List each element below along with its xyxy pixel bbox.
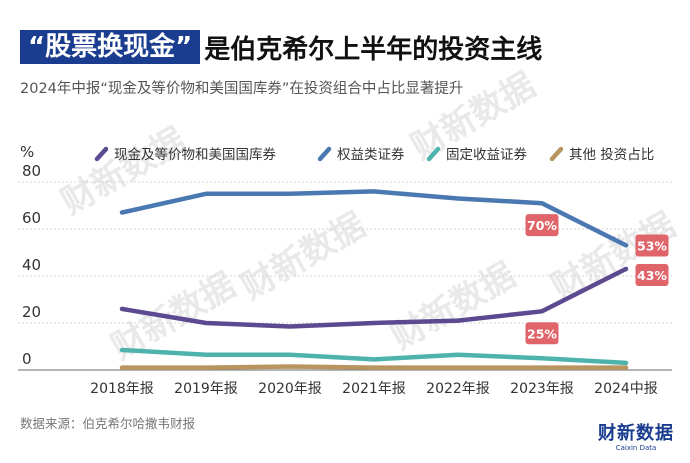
legend-swatch-2 — [426, 146, 441, 162]
title-highlight: “股票换现金” — [20, 30, 201, 64]
annotation-tag-0 — [525, 214, 559, 237]
annotation-label-3: 43% — [637, 268, 667, 283]
chart-subtitle: 2024年中报“现金及等价物和美国国库券”在投资组合中占比显著提升 — [20, 81, 464, 97]
series-line-2 — [119, 347, 629, 366]
y-tick-80: 80 — [22, 162, 41, 180]
watermark-2: 财新数据 — [235, 205, 373, 308]
x-tick-label: 2020年报 — [258, 381, 322, 397]
y-axis-unit: % — [20, 143, 34, 161]
legend-label-2: 固定收益证券 — [446, 147, 527, 163]
y-tick-60: 60 — [22, 209, 41, 227]
annotation-tag-3 — [635, 263, 669, 286]
annotation-label-1: 25% — [527, 326, 557, 341]
annotation-label-0: 70% — [527, 218, 557, 233]
series-line-3 — [119, 364, 629, 370]
x-tick-label: 2021年报 — [342, 381, 406, 397]
watermark-3: 财新数据 — [545, 205, 683, 308]
legend-label-1: 权益类证券 — [337, 146, 405, 163]
legend-swatch-1 — [317, 146, 332, 162]
y-tick-40: 40 — [22, 256, 41, 274]
annotation-tag-2 — [635, 234, 669, 257]
x-tick-label: 2023年报 — [510, 381, 574, 397]
legend-swatch-0 — [94, 146, 109, 162]
logo-subtext: Caixin Data — [615, 444, 657, 452]
x-tick-label: 2024中报 — [594, 381, 658, 397]
series-line-1 — [119, 189, 629, 248]
logo-text: 财新数据 — [598, 423, 674, 444]
y-tick-20: 20 — [22, 303, 41, 321]
chart-title: “股票换现金” 是伯克希尔上半年的投资主线 — [20, 30, 543, 65]
legend-swatch-3 — [549, 146, 564, 162]
x-tick-label: 2018年报 — [90, 381, 154, 397]
series-line-0 — [119, 266, 629, 329]
caixin-logo: 财新数据 Caixin Data — [596, 424, 676, 453]
y-tick-0: 0 — [22, 350, 32, 368]
annotation-label-2: 53% — [637, 238, 667, 253]
annotation-tag-1 — [525, 322, 559, 345]
x-tick-label: 2019年报 — [174, 381, 238, 397]
watermark-0: 财新数据 — [55, 120, 193, 223]
watermark-5: 财新数据 — [385, 255, 523, 358]
legend-label-0: 现金及等价物和美国国库券 — [114, 146, 276, 163]
x-tick-label: 2022年报 — [426, 381, 490, 397]
title-text: 是伯克希尔上半年的投资主线 — [204, 34, 543, 65]
legend-label-3: 其他 投资占比 — [569, 147, 654, 163]
data-source: 数据来源：伯克希尔哈撒韦财报 — [20, 416, 196, 431]
